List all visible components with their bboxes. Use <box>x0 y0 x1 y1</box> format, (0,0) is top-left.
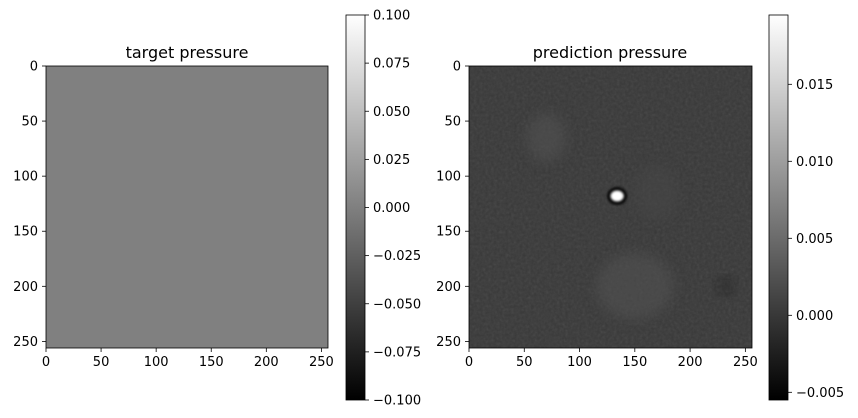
x-tick-label: 150 <box>622 355 647 370</box>
y-tick-label: 0 <box>453 60 461 75</box>
colorbar-tick-label: 0.050 <box>373 105 410 120</box>
x-tick-label: 200 <box>254 355 279 370</box>
colorbar-tick-label: 0.000 <box>796 309 833 324</box>
y-tick-label: 200 <box>13 280 38 295</box>
colorbar-tick-label: −0.050 <box>373 297 421 312</box>
colorbar-tick-label: 0.005 <box>796 232 833 247</box>
colorbar-tick-label: 0.100 <box>373 9 410 24</box>
colorbar-tick-label: −0.005 <box>796 386 844 401</box>
colorbar-tick-label: 0.015 <box>796 78 833 93</box>
y-tick-label: 150 <box>13 225 38 240</box>
colorbar-tick-label: −0.075 <box>373 345 421 360</box>
heatmap-image <box>45 65 329 349</box>
image-content <box>469 66 752 348</box>
field-fill <box>46 66 328 348</box>
y-axis: 0 50 100 150 200 250 <box>436 60 469 350</box>
y-tick-label: 250 <box>436 335 461 350</box>
colorbar-tick-label: 0.010 <box>796 155 833 170</box>
subplot-prediction-pressure: prediction pressure 0 50 100 150 200 250 0 50 1… <box>436 14 844 401</box>
faint-blob-lower-mid <box>596 253 674 320</box>
y-tick-label: 100 <box>436 170 461 185</box>
plot-title: target pressure <box>126 43 249 62</box>
colorbar-bar <box>768 14 789 401</box>
colorbar-tick-label: −0.100 <box>373 394 421 409</box>
x-tick-label: 250 <box>733 355 758 370</box>
y-tick-label: 100 <box>13 170 38 185</box>
axes-frame <box>468 65 753 349</box>
image-content <box>46 66 328 348</box>
colorbar: 0.100 0.075 0.050 0.025 0.000 −0.025 −0.050 −0.… <box>345 9 421 409</box>
x-tick-label: 0 <box>465 355 473 370</box>
y-tick-label: 50 <box>21 115 38 130</box>
colorbar-tick-label: 0.000 <box>373 201 410 216</box>
y-tick-label: 150 <box>436 225 461 240</box>
hot-spot <box>610 190 624 202</box>
x-tick-label: 50 <box>93 355 110 370</box>
colorbar-tick-label: 0.075 <box>373 57 410 72</box>
faint-blob-upper-left <box>526 113 567 162</box>
subplot-target-pressure: target pressure 0 50 100 150 200 250 0 50 100 15… <box>13 9 421 409</box>
x-tick-label: 0 <box>42 355 50 370</box>
colorbar: 0.015 0.010 0.005 0.000 −0.005 <box>768 14 844 401</box>
y-tick-label: 50 <box>444 115 461 130</box>
x-axis: 0 50 100 150 200 250 <box>42 348 334 370</box>
x-tick-label: 100 <box>567 355 592 370</box>
x-tick-label: 100 <box>144 355 169 370</box>
faint-blob-mid-right <box>634 165 680 221</box>
x-tick-label: 50 <box>516 355 533 370</box>
colorbar-tick-label: −0.025 <box>373 249 421 264</box>
heatmap-image <box>468 65 753 349</box>
y-tick-label: 200 <box>436 280 461 295</box>
y-tick-label: 0 <box>30 60 38 75</box>
colorbar-tick-label: 0.025 <box>373 153 410 168</box>
y-axis: 0 50 100 150 200 250 <box>13 60 46 350</box>
colorbar-bar <box>345 14 366 401</box>
y-tick-label: 250 <box>13 335 38 350</box>
dark-spot-lower-right <box>718 279 733 293</box>
x-tick-label: 150 <box>199 355 224 370</box>
x-tick-label: 200 <box>678 355 703 370</box>
plot-title: prediction pressure <box>533 43 687 62</box>
axes-frame <box>45 65 329 349</box>
x-tick-label: 250 <box>309 355 334 370</box>
x-axis: 0 50 100 150 200 250 <box>465 348 758 370</box>
